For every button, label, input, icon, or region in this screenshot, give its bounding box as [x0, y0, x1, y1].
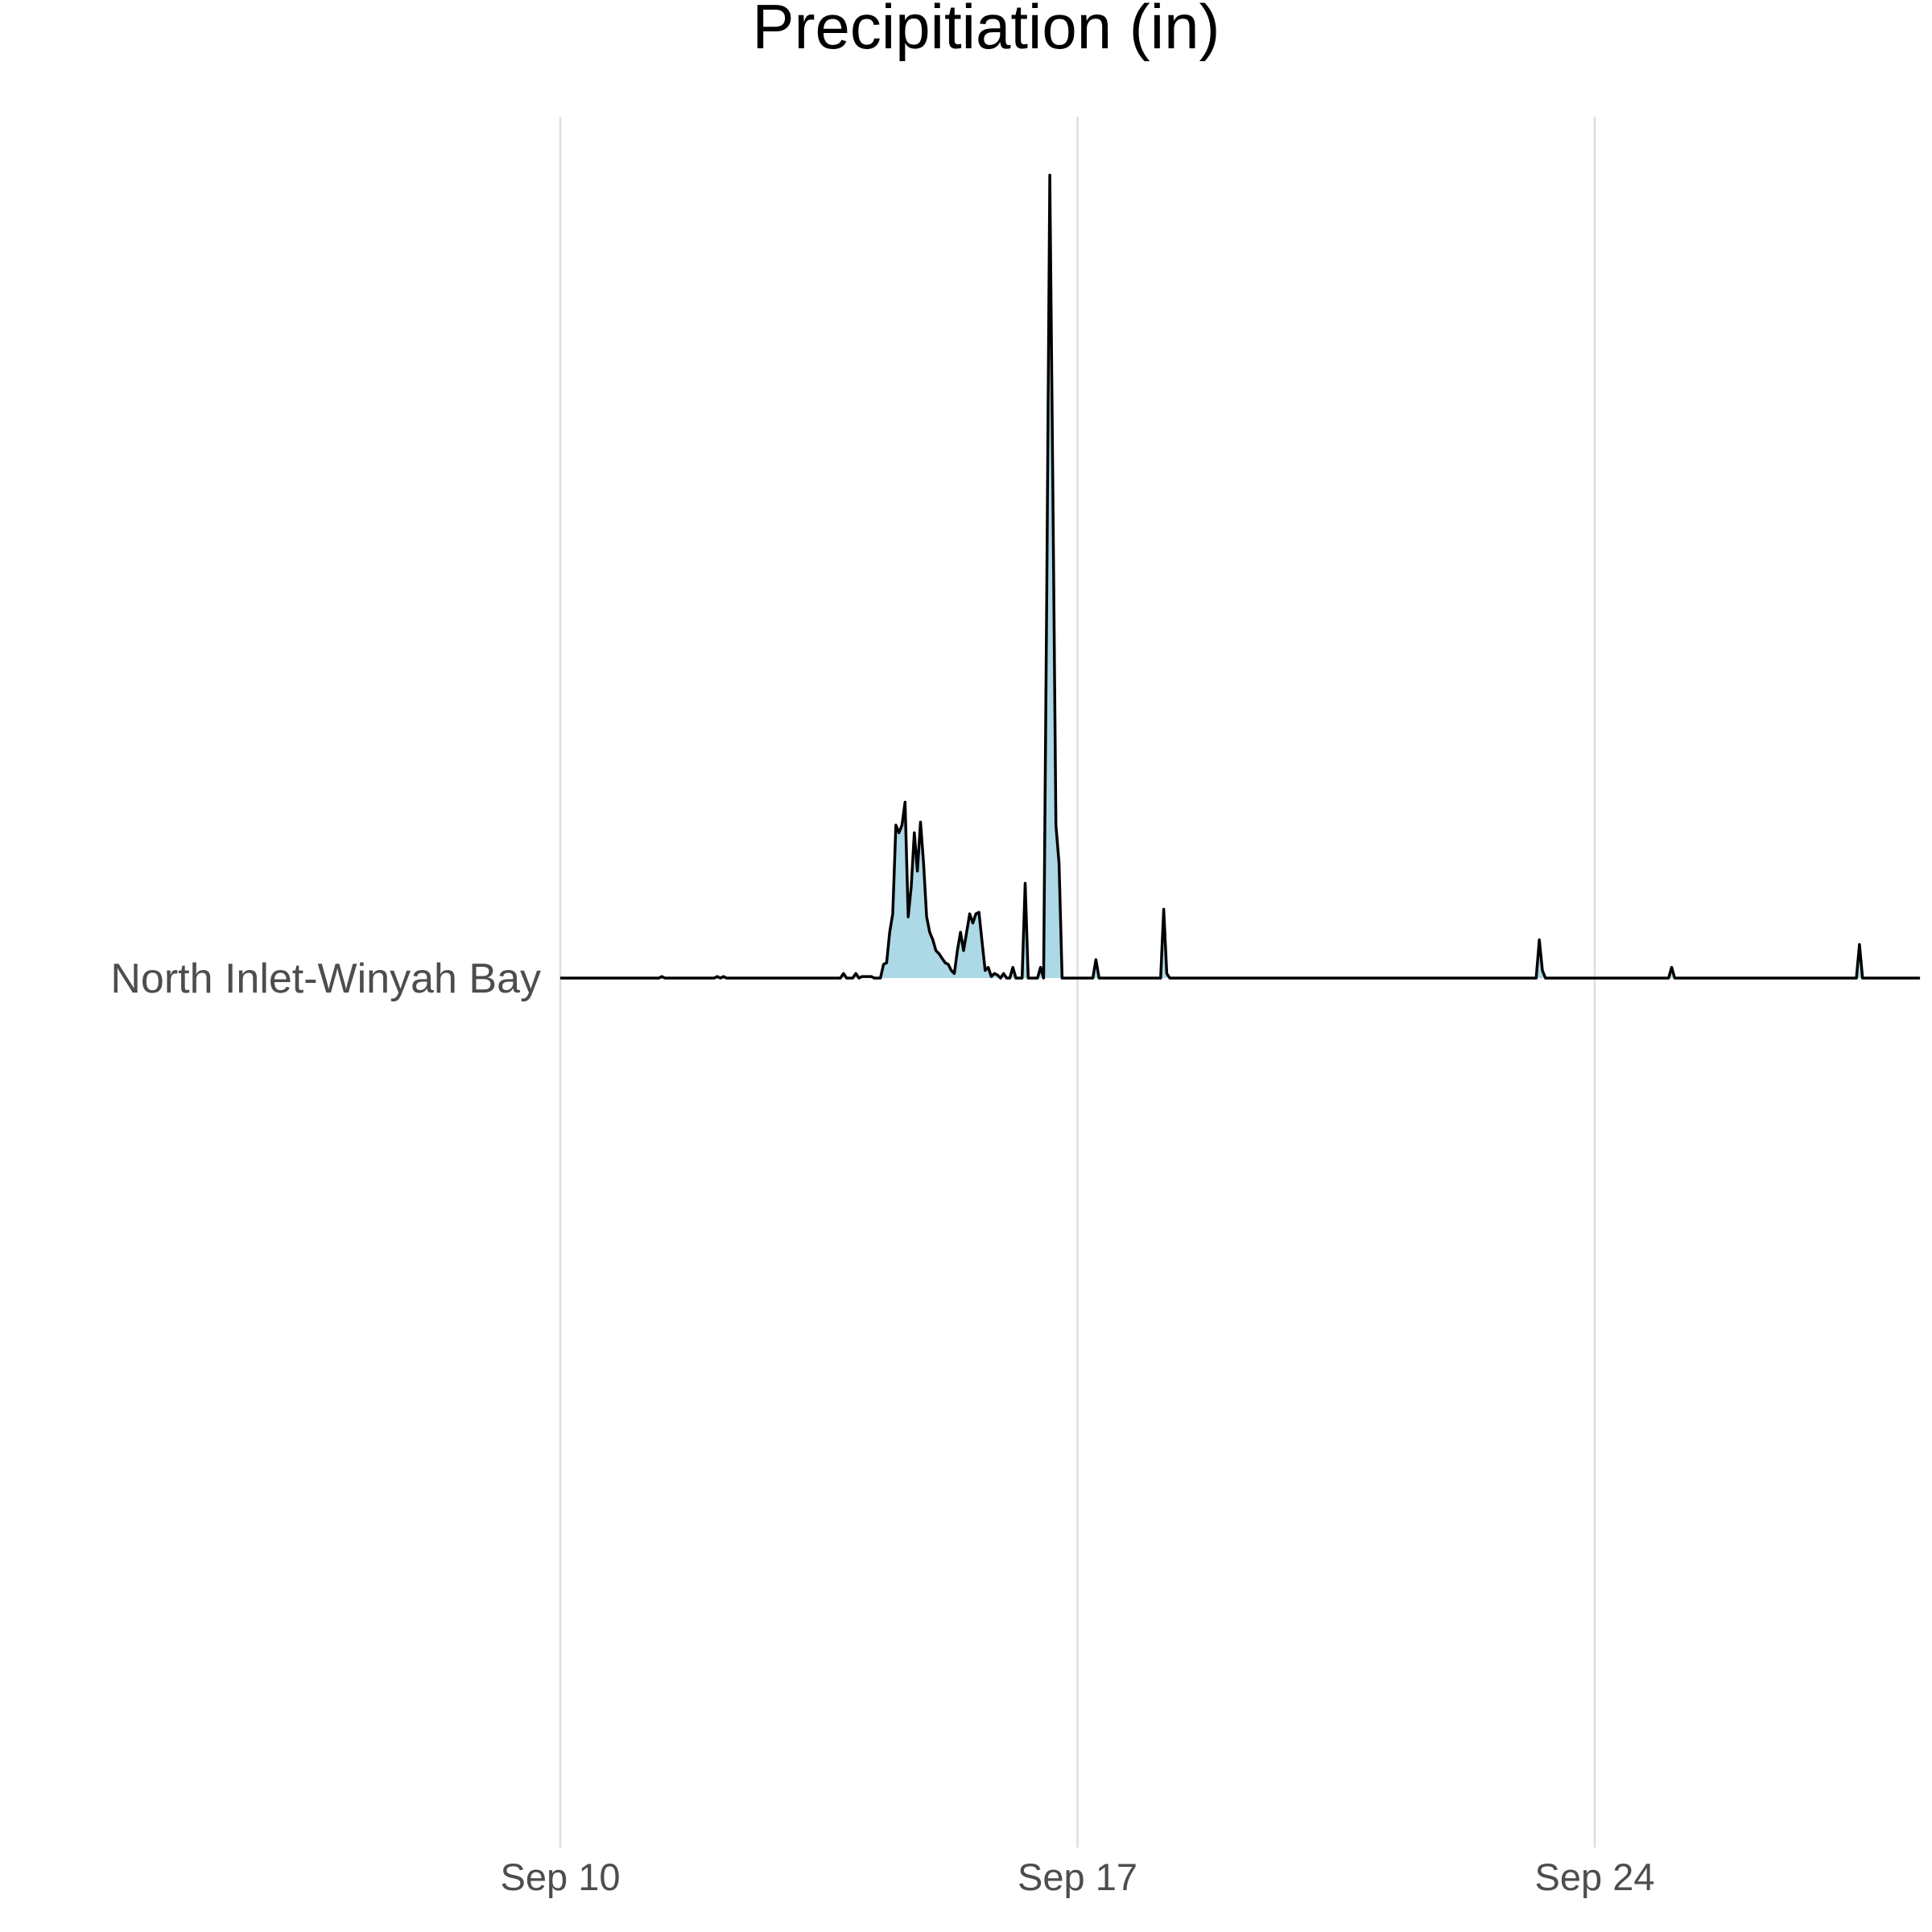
series-layer [560, 173, 1921, 980]
x-tick-label: Sep 24 [1535, 1856, 1655, 1898]
x-tick-label: Sep 10 [501, 1856, 621, 1898]
y-category-label: North Inlet-Winyah Bay [110, 956, 541, 1002]
series-line [560, 173, 1921, 980]
x-tick-label: Sep 17 [1018, 1856, 1137, 1898]
axis-labels: Sep 10 Sep 17 Sep 24 North Inlet-Winyah Bay [110, 956, 1654, 1898]
gridlines [559, 117, 1596, 1847]
series-area [560, 175, 1921, 978]
chart-title: Precipitiation (in) [752, 0, 1220, 62]
